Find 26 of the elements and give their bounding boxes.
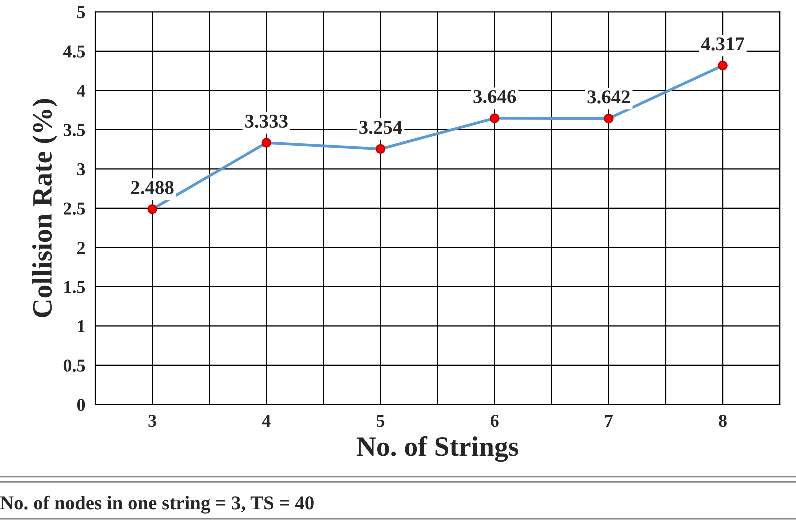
data-label: 3.254 xyxy=(360,121,402,134)
y-tick-label: 2.5 xyxy=(64,202,86,215)
y-tick-label: 1.5 xyxy=(64,281,86,294)
x-tick-label: 3 xyxy=(148,415,156,428)
x-axis-title: No. of Strings xyxy=(356,436,519,462)
x-tick-label: 4 xyxy=(262,415,271,427)
y-tick-label: 0 xyxy=(77,398,86,412)
text: No. of nodes in one string = 3, TS = 40 xyxy=(0,496,314,514)
data-label: 4.317 xyxy=(701,38,744,51)
data-label: 2.488 xyxy=(132,181,174,194)
y-tick-label: 4.5 xyxy=(63,46,86,58)
y-tick-label: 4 xyxy=(77,85,86,97)
x-tick-label: 5 xyxy=(376,415,385,428)
y-tick-label: 3 xyxy=(77,163,86,176)
x-tick-label: 8 xyxy=(719,414,727,428)
x-tick-label: 6 xyxy=(490,415,499,428)
data-label: 3.642 xyxy=(588,90,630,104)
y-tick-label: 3.5 xyxy=(64,124,86,136)
data-label: 3.646 xyxy=(474,90,516,104)
y-tick-label: 5 xyxy=(77,6,86,19)
y-tick-label: 0.5 xyxy=(64,360,86,372)
y-tick-label: 1 xyxy=(78,320,85,332)
x-tick-label: 7 xyxy=(605,415,614,427)
y-axis-title: Collision Rate (%) xyxy=(32,99,58,318)
y-tick-label: 2 xyxy=(78,242,86,254)
data-label: 3.333 xyxy=(246,114,288,128)
